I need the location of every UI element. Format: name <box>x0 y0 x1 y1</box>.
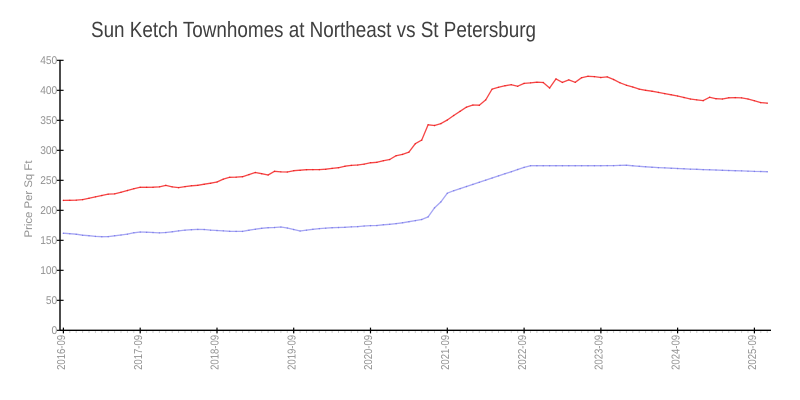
svg-text:2020-09: 2020-09 <box>363 335 375 370</box>
svg-text:300: 300 <box>40 145 57 157</box>
svg-text:Sun Ketch Townhomes at Northea: Sun Ketch Townhomes at Northeast vs St P… <box>91 17 536 42</box>
svg-text:350: 350 <box>40 115 57 127</box>
svg-text:100: 100 <box>40 265 57 277</box>
svg-text:0: 0 <box>52 325 58 337</box>
svg-text:2021-09: 2021-09 <box>440 335 452 370</box>
svg-text:250: 250 <box>40 175 57 187</box>
svg-text:150: 150 <box>40 235 57 247</box>
svg-text:2016-09: 2016-09 <box>56 335 68 370</box>
svg-text:2024-09: 2024-09 <box>670 335 682 370</box>
svg-text:2025-09: 2025-09 <box>747 335 759 370</box>
svg-text:2019-09: 2019-09 <box>286 335 298 370</box>
svg-text:2023-09: 2023-09 <box>594 335 606 370</box>
svg-text:400: 400 <box>40 85 57 97</box>
svg-text:2017-09: 2017-09 <box>133 335 145 370</box>
svg-text:2018-09: 2018-09 <box>210 335 222 370</box>
svg-text:50: 50 <box>46 295 57 307</box>
svg-text:450: 450 <box>40 55 57 67</box>
svg-text:2022-09: 2022-09 <box>517 335 529 370</box>
svg-text:200: 200 <box>40 205 57 217</box>
svg-text:Price Per Sq Ft: Price Per Sq Ft <box>23 161 35 238</box>
